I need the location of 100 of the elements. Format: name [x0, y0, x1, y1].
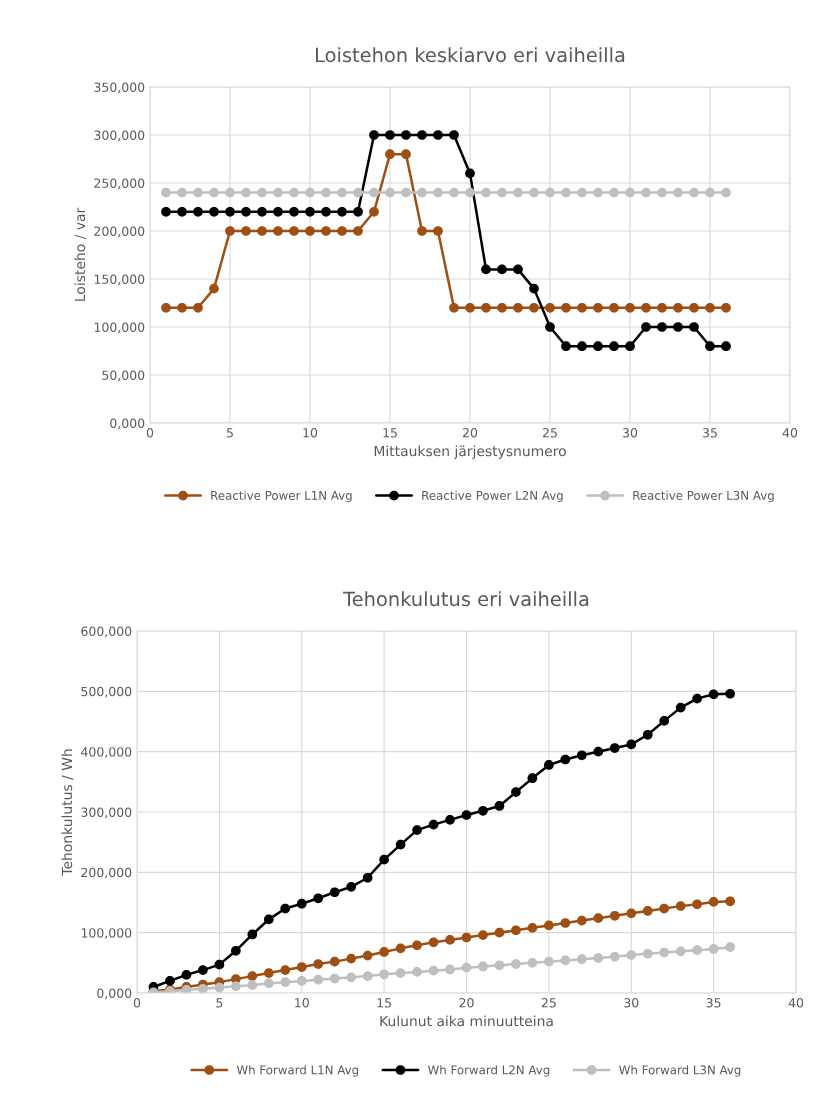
point [593, 187, 603, 198]
point [225, 187, 235, 198]
x-tick-label: 20 [462, 428, 478, 438]
point [214, 982, 225, 993]
point [577, 341, 587, 352]
point [395, 839, 406, 850]
point [230, 981, 241, 992]
point [369, 187, 379, 198]
point [385, 130, 395, 140]
point [560, 754, 571, 765]
y-tick-label: 600,000 [81, 626, 132, 638]
point [263, 978, 274, 989]
point [626, 908, 637, 919]
point [379, 969, 389, 980]
point [708, 689, 719, 700]
point [273, 187, 283, 198]
y-tick-label: 200,000 [94, 226, 145, 238]
point [497, 302, 507, 313]
point [545, 322, 555, 332]
point [527, 957, 538, 968]
point [642, 948, 653, 959]
point [478, 961, 488, 972]
point [465, 187, 475, 198]
x-tick-label: 25 [541, 998, 556, 1008]
x-tick-label: 0 [146, 428, 154, 438]
point [692, 945, 703, 956]
point [721, 187, 731, 198]
point [529, 302, 539, 313]
y-tick-label: 100,000 [81, 928, 132, 939]
point [385, 149, 395, 160]
point [198, 983, 208, 993]
point [705, 187, 715, 198]
point [527, 773, 538, 784]
y-tick-label: 350,000 [94, 82, 145, 94]
point [280, 977, 291, 987]
point [675, 702, 686, 713]
point [417, 226, 427, 236]
point [321, 187, 331, 198]
x-tick-label: 15 [377, 998, 391, 1008]
point [209, 206, 219, 217]
point [481, 264, 491, 275]
point [337, 206, 347, 217]
point [545, 187, 555, 198]
point [560, 918, 571, 928]
point [497, 187, 507, 198]
point [513, 264, 523, 275]
x-tick-label: 5 [216, 998, 223, 1008]
point [544, 956, 554, 967]
point [346, 972, 357, 983]
point [625, 187, 635, 198]
legend-label: Wh Forward L3N Avg [619, 1065, 741, 1077]
point [609, 951, 620, 962]
point [641, 302, 651, 313]
point [689, 302, 699, 313]
point [561, 302, 571, 313]
point [395, 943, 406, 954]
point [497, 264, 507, 275]
x-tick-label: 30 [624, 998, 639, 1008]
x-axis-title: Mittauksen järjestysnumero [374, 445, 566, 459]
y-tick-label: 50,000 [102, 370, 145, 382]
point [721, 302, 731, 313]
chart-title: Tehonkulutus eri vaiheilla [343, 591, 589, 607]
point [280, 903, 291, 914]
point [369, 130, 379, 140]
point [401, 130, 411, 140]
point [725, 942, 735, 953]
point [165, 976, 175, 986]
point [511, 787, 521, 797]
point [527, 922, 538, 933]
point [659, 903, 670, 914]
point [478, 930, 488, 940]
y-tick-label: 400,000 [81, 747, 132, 758]
x-tick-label: 20 [459, 998, 474, 1008]
point [445, 964, 455, 975]
point [576, 954, 587, 965]
point [198, 965, 208, 975]
point [289, 206, 299, 217]
point [379, 947, 389, 957]
point [561, 341, 571, 352]
point [560, 955, 571, 966]
point [657, 302, 667, 313]
point [177, 187, 187, 198]
point [313, 893, 324, 904]
point [478, 805, 488, 816]
y-tick-label: 150,000 [94, 274, 145, 286]
point [177, 206, 187, 217]
point [725, 896, 735, 907]
point [689, 322, 699, 332]
point [362, 971, 373, 981]
point [412, 967, 422, 977]
point [577, 302, 587, 313]
y-axis-title: Tehonkulutus / Wh [61, 749, 74, 876]
x-tick-label: 35 [703, 428, 717, 438]
point [305, 206, 315, 217]
point [433, 130, 443, 140]
point [673, 187, 683, 198]
x-tick-label: 15 [383, 428, 397, 438]
x-tick-label: 40 [782, 428, 798, 438]
point [412, 825, 422, 835]
y-tick-label: 200,000 [81, 867, 132, 879]
